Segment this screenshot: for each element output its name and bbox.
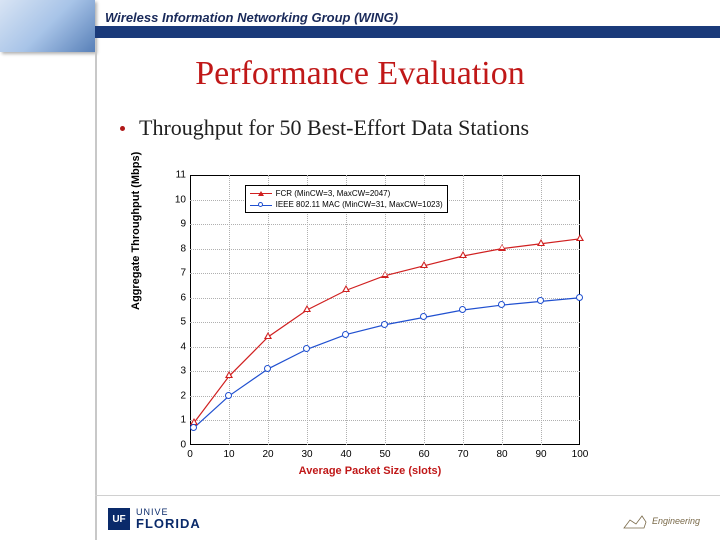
triangle-marker-icon xyxy=(303,305,311,312)
header-logo xyxy=(0,0,95,52)
circle-marker-icon xyxy=(537,297,544,304)
x-tick-label: 60 xyxy=(418,449,429,460)
bullet-text: Throughput for 50 Best-Effort Data Stati… xyxy=(139,115,529,141)
circle-marker-icon xyxy=(576,294,583,301)
triangle-marker-icon xyxy=(264,332,272,339)
circle-marker-icon xyxy=(381,321,388,328)
x-tick-label: 10 xyxy=(223,449,234,460)
x-tick-label: 80 xyxy=(496,449,507,460)
header-bar-line xyxy=(95,26,720,38)
uf-block-icon: UF xyxy=(108,508,130,530)
chart-lines xyxy=(190,175,580,445)
header-group-title: Wireless Information Networking Group (W… xyxy=(105,10,398,25)
y-tick-label: 3 xyxy=(156,366,186,377)
triangle-marker-icon xyxy=(342,285,350,292)
y-tick-label: 7 xyxy=(156,268,186,279)
circle-marker-icon xyxy=(498,301,505,308)
triangle-marker-icon xyxy=(225,371,233,378)
gator-icon xyxy=(622,510,648,532)
y-tick-label: 5 xyxy=(156,317,186,328)
chart-legend: FCR (MinCW=3, MaxCW=2047)IEEE 802.11 MAC… xyxy=(245,185,448,213)
y-tick-label: 2 xyxy=(156,390,186,401)
footer-engineering: Engineering xyxy=(622,510,700,532)
circle-marker-icon xyxy=(303,345,310,352)
footer-uf-logo: UF UNIVE FLORIDA xyxy=(108,508,201,530)
legend-item: IEEE 802.11 MAC (MinCW=31, MaxCW=1023) xyxy=(250,199,443,210)
x-tick-label: 20 xyxy=(262,449,273,460)
x-tick-label: 70 xyxy=(457,449,468,460)
y-tick-label: 8 xyxy=(156,243,186,254)
y-tick-label: 4 xyxy=(156,341,186,352)
uf-text: UNIVE FLORIDA xyxy=(136,508,201,530)
circle-marker-icon xyxy=(342,331,349,338)
circle-marker-icon xyxy=(264,365,271,372)
x-tick-label: 30 xyxy=(301,449,312,460)
x-tick-label: 0 xyxy=(187,449,193,460)
legend-item: FCR (MinCW=3, MaxCW=2047) xyxy=(250,188,443,199)
circle-marker-icon xyxy=(459,306,466,313)
circle-marker-icon xyxy=(190,424,197,431)
triangle-marker-icon xyxy=(537,239,545,246)
y-tick-label: 11 xyxy=(156,170,186,181)
side-divider xyxy=(95,38,97,540)
triangle-marker-icon xyxy=(381,271,389,278)
x-axis-label: Average Packet Size (slots) xyxy=(140,465,600,477)
x-tick-label: 50 xyxy=(379,449,390,460)
legend-label: IEEE 802.11 MAC (MinCW=31, MaxCW=1023) xyxy=(276,199,443,210)
bullet-item: Throughput for 50 Best-Effort Data Stati… xyxy=(120,115,529,141)
y-tick-label: 6 xyxy=(156,292,186,303)
series-line xyxy=(194,239,580,423)
triangle-marker-icon xyxy=(498,244,506,251)
y-tick-label: 0 xyxy=(156,440,186,451)
x-tick-label: 40 xyxy=(340,449,351,460)
series-line xyxy=(194,298,580,428)
y-tick-label: 10 xyxy=(156,194,186,205)
throughput-chart: 012345678910110102030405060708090100 Agg… xyxy=(140,165,600,485)
header: Wireless Information Networking Group (W… xyxy=(0,0,720,52)
x-tick-label: 90 xyxy=(535,449,546,460)
y-tick-label: 9 xyxy=(156,219,186,230)
y-axis-label: Aggregate Throughput (Mbps) xyxy=(130,152,142,310)
legend-swatch-icon xyxy=(250,200,272,210)
triangle-marker-icon xyxy=(459,251,467,258)
x-tick-label: 100 xyxy=(572,449,589,460)
y-tick-label: 1 xyxy=(156,415,186,426)
bullet-dot-icon xyxy=(120,126,125,131)
legend-swatch-icon xyxy=(250,188,272,198)
footer-divider xyxy=(95,495,720,496)
triangle-marker-icon xyxy=(420,261,428,268)
triangle-marker-icon xyxy=(576,234,584,241)
circle-marker-icon xyxy=(225,392,232,399)
slide-title: Performance Evaluation xyxy=(0,55,720,93)
legend-label: FCR (MinCW=3, MaxCW=2047) xyxy=(276,188,391,199)
circle-marker-icon xyxy=(420,313,427,320)
